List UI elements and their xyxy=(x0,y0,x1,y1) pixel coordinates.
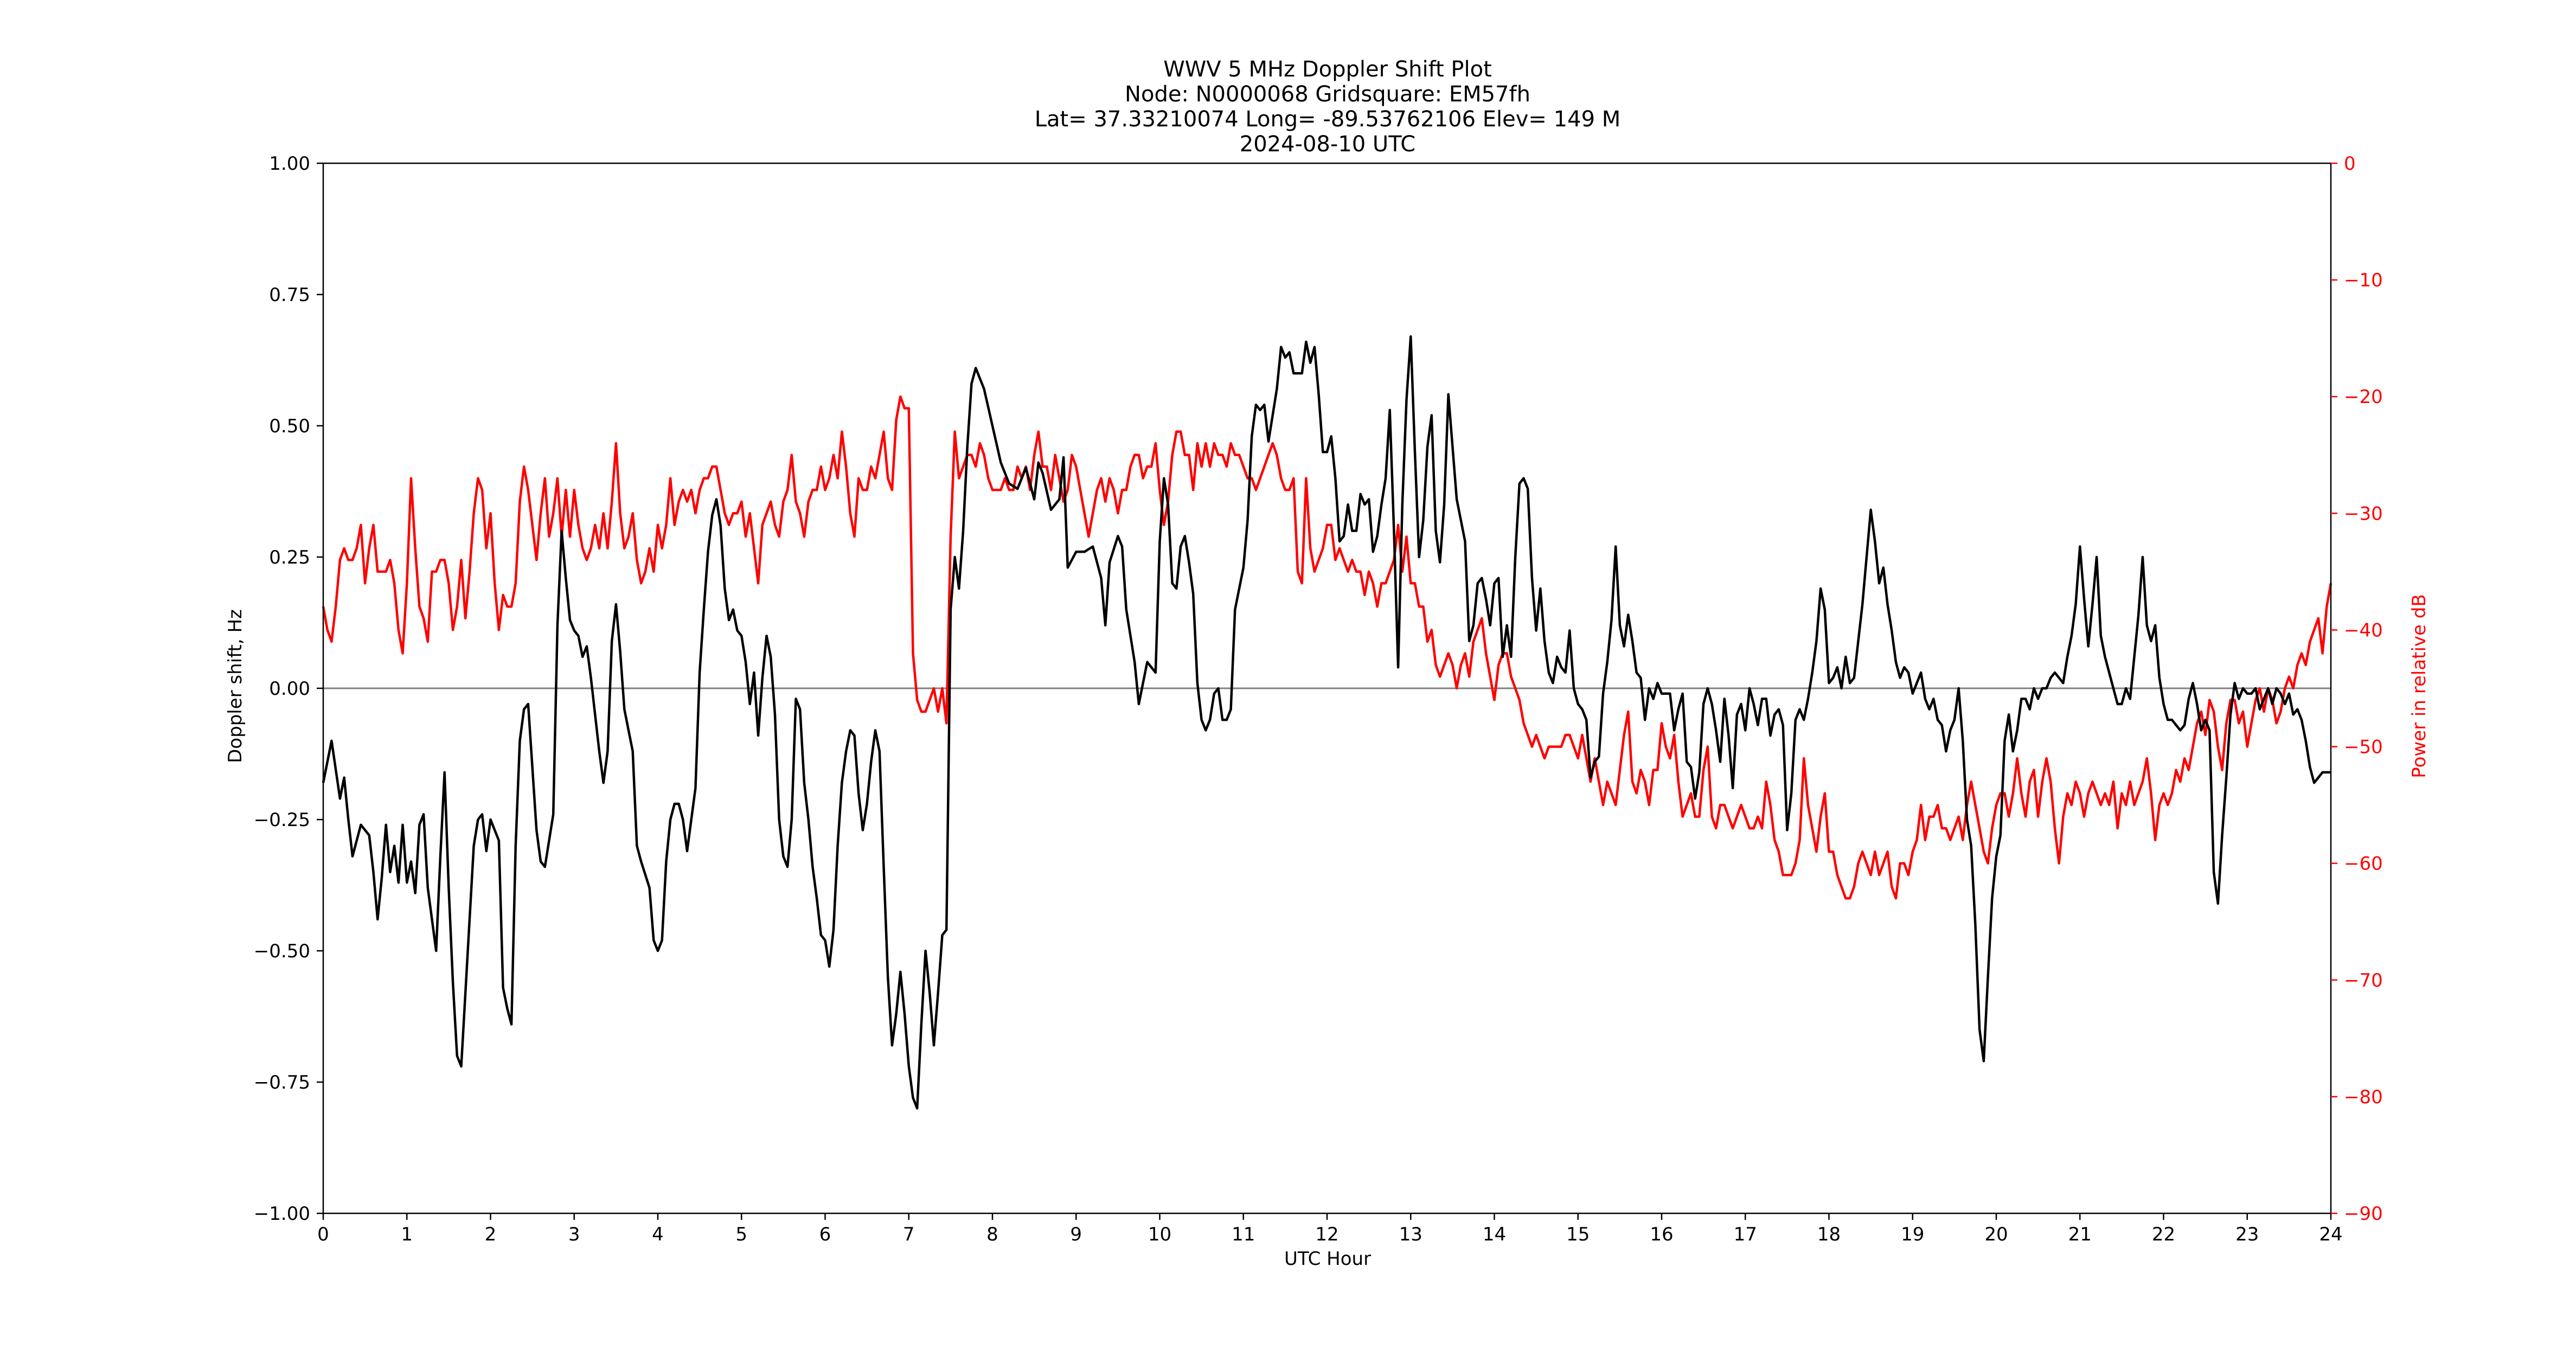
right-y-tick-label: −60 xyxy=(2344,853,2383,875)
x-tick-label: 5 xyxy=(735,1224,747,1245)
right-y-tick-label: −30 xyxy=(2344,503,2383,525)
left-y-tick-label: −0.25 xyxy=(254,809,310,831)
left-y-axis-label: Doppler shift, Hz xyxy=(225,609,246,763)
x-tick-label: 9 xyxy=(1070,1224,1082,1245)
right-y-tick-label: −10 xyxy=(2344,270,2383,291)
x-axis-ticks: 0 1 2 3 4 5 6 7 8 9 10 11 12 13 14 15 16 17 18 19 20 21 22 23 24 xyxy=(317,1213,2343,1245)
x-tick-label: 0 xyxy=(317,1224,329,1245)
x-tick-label: 4 xyxy=(652,1224,664,1245)
x-tick-label: 22 xyxy=(2152,1224,2175,1245)
left-y-tick-label: 0.25 xyxy=(269,547,310,568)
x-tick-label: 7 xyxy=(903,1224,915,1245)
x-tick-label: 23 xyxy=(2235,1224,2259,1245)
x-tick-label: 14 xyxy=(1483,1224,1506,1245)
x-tick-label: 3 xyxy=(568,1224,580,1245)
title-line-3: Lat= 37.33210074 Long= -89.53762106 Elev… xyxy=(1035,107,1621,132)
right-y-tick-label: 0 xyxy=(2344,153,2356,175)
x-axis-label: UTC Hour xyxy=(1284,1248,1371,1270)
x-tick-label: 10 xyxy=(1148,1224,1171,1245)
x-tick-label: 13 xyxy=(1399,1224,1422,1245)
doppler-series-line xyxy=(322,335,2331,1110)
right-y-tick-label: −20 xyxy=(2344,386,2383,408)
title-line-2: Node: N0000068 Gridsquare: EM57fh xyxy=(1125,82,1530,107)
title-line-4: 2024-08-10 UTC xyxy=(1240,132,1415,157)
x-tick-label: 8 xyxy=(986,1224,998,1245)
chart-title: WWV 5 MHz Doppler Shift Plot Node: N0000… xyxy=(1035,57,1621,157)
right-y-tick-label: −90 xyxy=(2344,1203,2383,1225)
left-y-axis-ticks: −1.00 −0.75 −0.50 −0.25 0.00 0.25 0.50 0.75 1.00 xyxy=(254,153,323,1225)
x-tick-label: 24 xyxy=(2319,1224,2342,1245)
left-y-tick-label: 1.00 xyxy=(269,153,310,175)
title-line-1: WWV 5 MHz Doppler Shift Plot xyxy=(1163,57,1492,82)
x-tick-label: 1 xyxy=(401,1224,413,1245)
right-y-tick-label: −40 xyxy=(2344,619,2383,641)
x-tick-label: 21 xyxy=(2068,1224,2092,1245)
left-y-tick-label: 0.50 xyxy=(269,415,310,437)
x-tick-label: 12 xyxy=(1315,1224,1338,1245)
x-tick-label: 11 xyxy=(1232,1224,1255,1245)
x-tick-label: 16 xyxy=(1650,1224,1673,1245)
left-y-tick-label: −1.00 xyxy=(254,1203,310,1225)
x-tick-label: 17 xyxy=(1734,1224,1757,1245)
right-y-tick-label: −70 xyxy=(2344,970,2383,992)
x-tick-label: 18 xyxy=(1817,1224,1841,1245)
right-y-tick-label: −80 xyxy=(2344,1086,2383,1108)
power-series-line xyxy=(322,395,2333,900)
right-y-axis-ticks: −90 −80 −70 −60 −50 −40 −30 −20 −10 0 xyxy=(2331,153,2383,1225)
left-y-tick-label: −0.50 xyxy=(254,941,310,962)
x-tick-label: 19 xyxy=(1901,1224,1924,1245)
right-y-axis-label: Power in relative dB xyxy=(2408,594,2430,778)
left-y-tick-label: 0.00 xyxy=(269,678,310,700)
left-y-tick-label: −0.75 xyxy=(254,1072,310,1093)
x-tick-label: 2 xyxy=(485,1224,497,1245)
x-tick-label: 15 xyxy=(1566,1224,1590,1245)
right-y-tick-label: −50 xyxy=(2344,737,2383,758)
x-tick-label: 20 xyxy=(1984,1224,2008,1245)
x-tick-label: 6 xyxy=(819,1224,831,1245)
left-y-tick-label: 0.75 xyxy=(269,284,310,306)
